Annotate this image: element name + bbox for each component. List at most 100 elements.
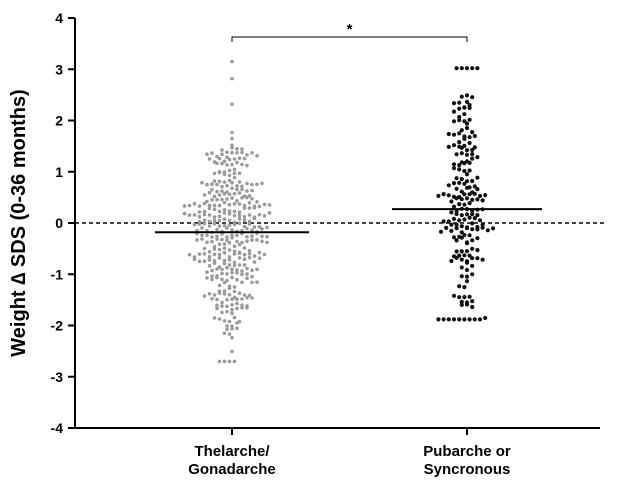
data-point xyxy=(464,267,470,273)
data-point xyxy=(232,289,237,294)
data-point xyxy=(247,201,252,205)
data-point xyxy=(459,145,464,150)
data-point xyxy=(210,239,214,244)
data-point xyxy=(464,260,470,265)
data-point xyxy=(230,143,234,148)
data-point xyxy=(446,193,451,198)
data-point xyxy=(464,179,470,184)
data-point xyxy=(232,175,237,180)
data-point xyxy=(446,131,451,137)
data-point xyxy=(222,180,227,184)
data-point xyxy=(449,258,454,264)
data-point xyxy=(217,291,222,295)
data-point xyxy=(235,306,239,311)
data-point xyxy=(230,162,234,167)
data-point xyxy=(227,257,232,262)
data-point xyxy=(200,237,204,241)
data-point xyxy=(459,189,464,194)
data-point xyxy=(470,197,475,202)
data-point xyxy=(470,66,475,71)
data-point xyxy=(237,291,242,296)
data-point xyxy=(207,250,212,254)
data-point xyxy=(202,252,207,256)
data-point xyxy=(207,206,212,211)
data-point xyxy=(446,183,451,188)
data-point xyxy=(220,189,224,193)
data-point xyxy=(462,253,467,258)
data-point xyxy=(475,197,480,202)
y-tick-label: 4 xyxy=(55,10,63,26)
data-point xyxy=(222,359,227,364)
data-point xyxy=(210,197,214,202)
data-point xyxy=(240,297,244,301)
data-point xyxy=(457,295,462,300)
data-point xyxy=(462,317,467,322)
data-point xyxy=(225,298,229,302)
data-point xyxy=(462,295,467,300)
x-category-label: Gonadarche xyxy=(188,461,276,478)
data-point xyxy=(215,306,219,311)
data-point xyxy=(475,236,480,241)
data-point xyxy=(464,172,470,177)
data-point xyxy=(451,317,457,322)
data-point xyxy=(222,211,227,215)
data-point xyxy=(451,101,457,106)
data-point xyxy=(245,239,249,243)
data-point xyxy=(457,163,462,168)
significance-bracket: * xyxy=(231,21,468,42)
data-point xyxy=(210,274,214,279)
data-point xyxy=(260,227,264,231)
data-point xyxy=(235,326,239,331)
data-point xyxy=(265,234,269,239)
data-point xyxy=(464,274,470,279)
data-point xyxy=(227,202,232,207)
data-point xyxy=(454,176,459,181)
data-point xyxy=(230,307,234,312)
data-point xyxy=(215,154,219,159)
data-point xyxy=(215,197,219,202)
data-point xyxy=(235,277,239,282)
data-point xyxy=(245,181,249,186)
data-point xyxy=(230,186,234,190)
data-point xyxy=(255,238,259,242)
data-point xyxy=(449,228,454,233)
data-point xyxy=(217,247,222,252)
data-point xyxy=(459,224,464,229)
category-labels: Thelarche/Gonadarche Pubarche orSyncronou… xyxy=(188,443,511,478)
data-point xyxy=(207,219,212,224)
data-point xyxy=(240,303,244,308)
data-point xyxy=(230,326,234,331)
data-point xyxy=(227,212,232,216)
data-point xyxy=(215,227,219,232)
data-point xyxy=(240,269,244,273)
data-point xyxy=(477,317,483,322)
data-point xyxy=(222,223,227,228)
data-point xyxy=(230,228,234,232)
data-point xyxy=(475,187,480,192)
data-point xyxy=(227,319,232,324)
data-point xyxy=(212,215,217,219)
data-point xyxy=(470,147,475,153)
data-point xyxy=(470,272,475,277)
data-point xyxy=(230,311,234,316)
data-point xyxy=(192,201,197,206)
data-point xyxy=(220,148,224,152)
data-point xyxy=(220,184,224,189)
significance-label: * xyxy=(347,21,353,38)
data-point xyxy=(237,171,242,175)
data-point xyxy=(195,238,199,242)
data-point xyxy=(240,187,244,192)
data-point xyxy=(250,151,254,155)
data-point xyxy=(217,170,222,175)
data-point xyxy=(230,235,234,240)
data-point xyxy=(472,191,477,196)
data-point xyxy=(260,234,264,239)
data-point xyxy=(467,215,472,220)
data-point xyxy=(227,209,232,213)
data-point xyxy=(470,299,475,304)
data-point xyxy=(464,66,470,71)
data-point xyxy=(200,180,204,185)
data-point xyxy=(457,218,462,223)
data-point xyxy=(459,128,464,133)
data-point xyxy=(265,225,269,230)
